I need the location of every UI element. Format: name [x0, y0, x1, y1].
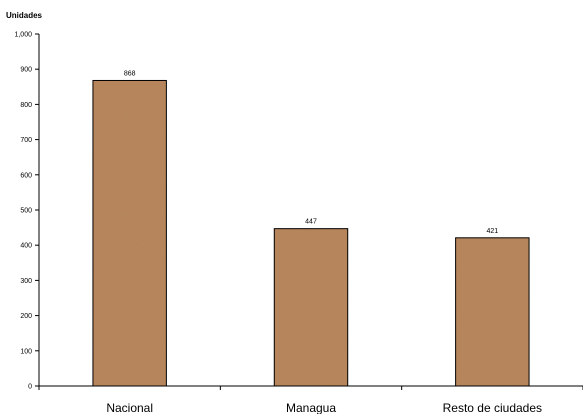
bar — [92, 79, 167, 387]
bars — [92, 79, 530, 387]
bar-texture — [92, 80, 167, 387]
data-labels: 868 447 421 — [124, 70, 498, 234]
y-axis-label: Unidades — [6, 11, 43, 20]
bar — [273, 228, 349, 387]
x-tick-label: Resto de ciudades — [443, 401, 542, 414]
y-tick-label: 100 — [20, 348, 32, 355]
y-axis: 0 100 200 300 400 500 600 700 800 900 1,000 — [14, 32, 40, 391]
y-tick-label: 400 — [20, 243, 32, 250]
bar-outline — [92, 79, 167, 387]
data-label: 868 — [124, 70, 136, 77]
y-tick-label: 800 — [20, 102, 32, 109]
y-tick-label: 200 — [20, 313, 32, 320]
x-tick-label: Nacional — [106, 401, 153, 414]
y-tick-label: 600 — [20, 172, 32, 179]
data-label: 421 — [486, 228, 498, 235]
data-label: 447 — [305, 219, 317, 226]
y-tick-label: 700 — [20, 137, 32, 144]
y-tick-label: 0 — [28, 384, 32, 391]
y-tick-label: 900 — [20, 67, 32, 74]
bar-outline — [455, 237, 530, 387]
x-tick-label: Managua — [286, 401, 336, 414]
bar-texture — [455, 237, 530, 386]
x-axis: Nacional Managua Resto de ciudades — [38, 385, 583, 414]
y-tick-label: 1,000 — [14, 32, 32, 39]
bar-outline — [273, 228, 349, 387]
y-tick-label: 300 — [20, 278, 32, 285]
bar-texture — [274, 228, 348, 386]
y-tick-label: 500 — [20, 208, 32, 215]
bar — [455, 237, 530, 387]
